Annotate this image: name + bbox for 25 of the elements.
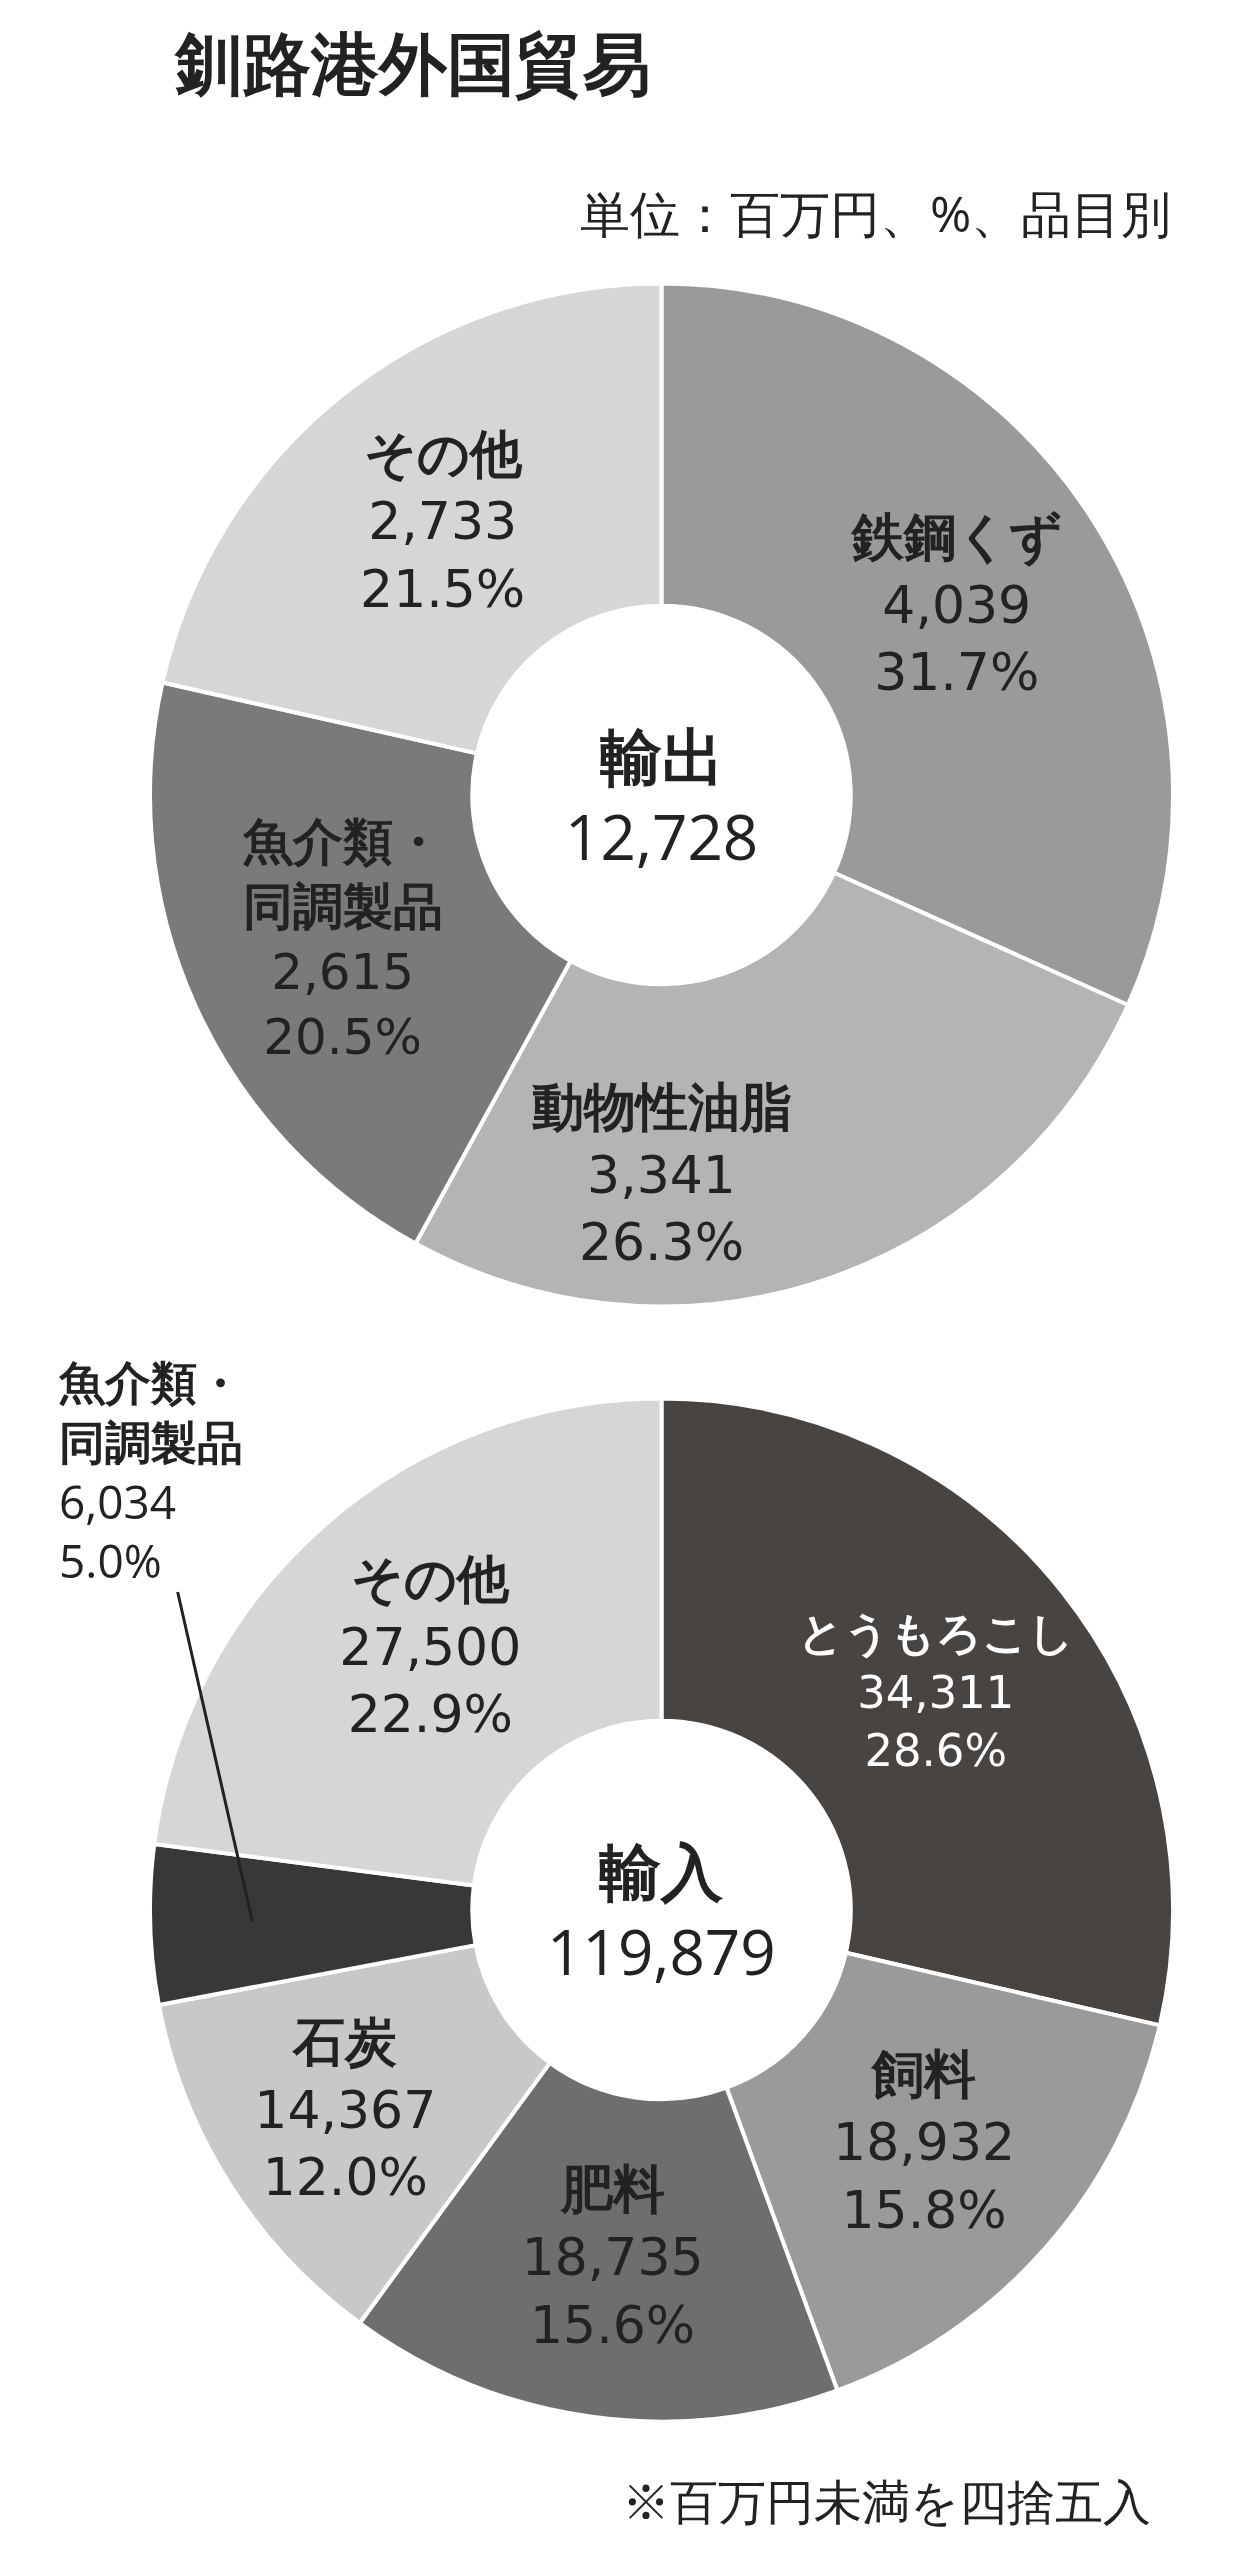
slice-label: 動物性油脂 bbox=[531, 1077, 792, 1138]
data-label: 6,034 5.0% bbox=[59, 1469, 177, 1592]
slice-label: 魚介類・同調製品 bbox=[241, 813, 443, 936]
slice-label: 魚介類・同調製品 bbox=[58, 1350, 243, 1472]
text: 輸出 12,728 bbox=[565, 713, 759, 878]
slice-label: その他 bbox=[363, 423, 523, 484]
slice-label: 肥料 bbox=[558, 2159, 665, 2220]
data-label: 2,733 21.5% bbox=[360, 491, 526, 619]
chart-subtitle: 単位：百万円、%、品目別 bbox=[580, 179, 1172, 247]
data-label: 18,735 15.6% bbox=[521, 2226, 704, 2355]
data-label: 34,311 28.6% bbox=[857, 1665, 1015, 1777]
data-label: 14,367 12.0% bbox=[254, 2079, 437, 2208]
data-label: 18,932 15.8% bbox=[833, 2112, 1016, 2240]
text: 輸入 119,879 bbox=[547, 1828, 776, 1993]
data-label: 2,615 20.5% bbox=[263, 942, 422, 1066]
slice-label: とうもろこし bbox=[797, 1607, 1074, 1661]
data-label: 4,039 31.7% bbox=[874, 574, 1040, 703]
slice-label: その他 bbox=[351, 1549, 511, 1610]
slice-label: 石炭 bbox=[291, 2012, 398, 2073]
slice-label: 鉄鋼くず bbox=[849, 507, 1062, 568]
chart-title: 釧路港外国貿易 bbox=[174, 14, 652, 108]
data-label: 3,341 26.3% bbox=[578, 1144, 745, 1273]
data-label: 27,500 22.9% bbox=[339, 1616, 522, 1745]
slice-label: 飼料 bbox=[870, 2044, 977, 2105]
text: ※百万円未満を四捨五入 bbox=[622, 2474, 1151, 2530]
